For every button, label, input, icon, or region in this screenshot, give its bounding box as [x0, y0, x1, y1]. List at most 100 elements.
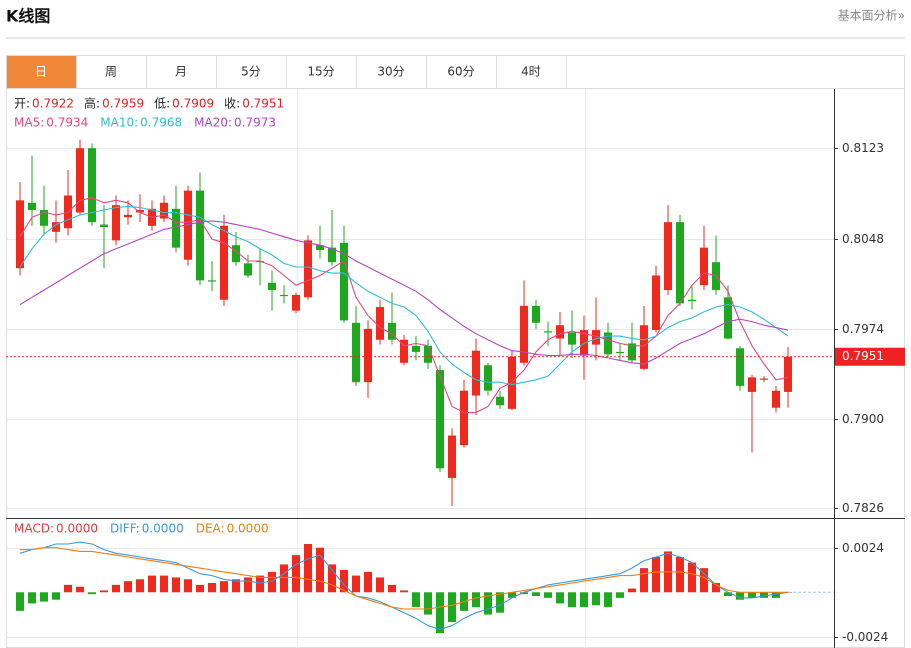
legend-label: 高:: [84, 96, 100, 111]
macd-bar: [16, 592, 24, 611]
macd-bar: [208, 583, 216, 593]
tab-label[interactable]: 30分: [377, 65, 404, 79]
macd-bar: [556, 592, 564, 604]
candle-body: [760, 378, 768, 380]
candle-body: [364, 328, 372, 383]
candle-body: [40, 210, 48, 226]
macd-bar: [292, 555, 300, 593]
indicator-line: [19, 541, 789, 630]
tab[interactable]: [76, 55, 147, 89]
candle-body: [232, 245, 240, 263]
candle-body: [136, 210, 144, 213]
candle-body: [520, 305, 528, 363]
fundamental-link[interactable]: 基本面分析»: [838, 9, 905, 23]
macd-bar: [508, 592, 516, 598]
macd-bar: [28, 592, 36, 604]
tab-label[interactable]: 60分: [447, 65, 474, 79]
indicator-line: [20, 547, 788, 610]
tab[interactable]: [496, 55, 567, 89]
tab[interactable]: [6, 55, 77, 89]
candle-body: [412, 345, 420, 352]
macd-bar: [496, 592, 504, 613]
candle-body: [400, 339, 408, 363]
candle-body: [688, 299, 696, 301]
y-tick-label: 0.7826: [842, 501, 884, 515]
macd-bar: [112, 584, 120, 593]
tab[interactable]: [146, 55, 217, 89]
candle-body: [268, 282, 276, 291]
y-tick-label: 0.0024: [842, 541, 884, 555]
legend-value: 0.7973: [234, 116, 276, 130]
candle-body: [208, 280, 216, 282]
candle-body: [556, 325, 564, 339]
legend-label: MA10:: [100, 116, 138, 130]
macd-bar: [268, 571, 276, 593]
macd-bar: [712, 583, 720, 593]
legend-label: DIFF:: [110, 522, 140, 536]
macd-bar: [340, 570, 348, 593]
tab[interactable]: [216, 55, 287, 89]
macd-bar: [232, 579, 240, 593]
indicator-line: [19, 220, 789, 365]
candle-body: [736, 348, 744, 386]
tab-label[interactable]: 15分: [307, 65, 334, 79]
candle-body: [628, 343, 636, 361]
legend-label: DEA:: [196, 522, 225, 536]
candle-body: [748, 377, 756, 392]
legend-value: 0.7922: [32, 97, 74, 111]
tab-label[interactable]: 周: [105, 65, 117, 79]
macd-bar: [400, 590, 408, 593]
legend-value: 0.7934: [46, 116, 88, 130]
candle-body: [352, 322, 360, 383]
macd-bar: [196, 584, 204, 593]
legend-label: MACD:: [14, 522, 54, 536]
candle-body: [220, 225, 228, 300]
last-price-box: [835, 347, 905, 366]
legend-label: 低:: [154, 97, 170, 111]
legend-value: 0.0000: [56, 522, 98, 536]
last-price-label: 0.7951: [842, 349, 884, 363]
candle-body: [16, 200, 24, 269]
candle-body: [544, 331, 552, 333]
legend-value: 0.7951: [242, 97, 284, 111]
macd-bar: [328, 564, 336, 593]
candle-body: [664, 222, 672, 291]
tab[interactable]: [286, 55, 357, 89]
tab-label[interactable]: 4时: [521, 65, 541, 79]
candle-body: [112, 205, 120, 241]
macd-bar: [220, 581, 228, 593]
macd-bar: [364, 571, 372, 593]
candle-body: [640, 325, 648, 369]
macd-bar: [52, 592, 60, 600]
y-tick-label: 0.7900: [842, 412, 884, 426]
candle-body: [436, 370, 444, 469]
macd-bar: [184, 579, 192, 593]
macd-bar: [388, 584, 396, 593]
macd-bar: [412, 592, 420, 608]
macd-bar: [100, 590, 108, 593]
candle-body: [28, 202, 36, 211]
tab-label[interactable]: 日: [35, 65, 47, 79]
candle-body: [88, 148, 96, 223]
macd-bar: [628, 588, 636, 593]
tab-label[interactable]: 月: [175, 65, 187, 79]
candle-body: [184, 190, 192, 260]
legend-label: 收:: [224, 97, 240, 111]
macd-bar: [160, 575, 168, 593]
candle-body: [52, 222, 60, 232]
macd-bar: [316, 547, 324, 593]
macd-bar: [172, 577, 180, 593]
candle-body: [568, 332, 576, 345]
candle-body: [580, 330, 588, 356]
macd-bar: [148, 575, 156, 593]
candle-body: [376, 307, 384, 340]
macd-bar: [88, 592, 96, 595]
macd-bar: [436, 592, 444, 634]
tab-label[interactable]: 5分: [241, 65, 261, 79]
legend-label: MA5:: [14, 116, 44, 130]
candle-body: [328, 247, 336, 263]
tab[interactable]: [426, 55, 497, 89]
macd-bar: [64, 584, 72, 593]
candle-body: [460, 390, 468, 446]
